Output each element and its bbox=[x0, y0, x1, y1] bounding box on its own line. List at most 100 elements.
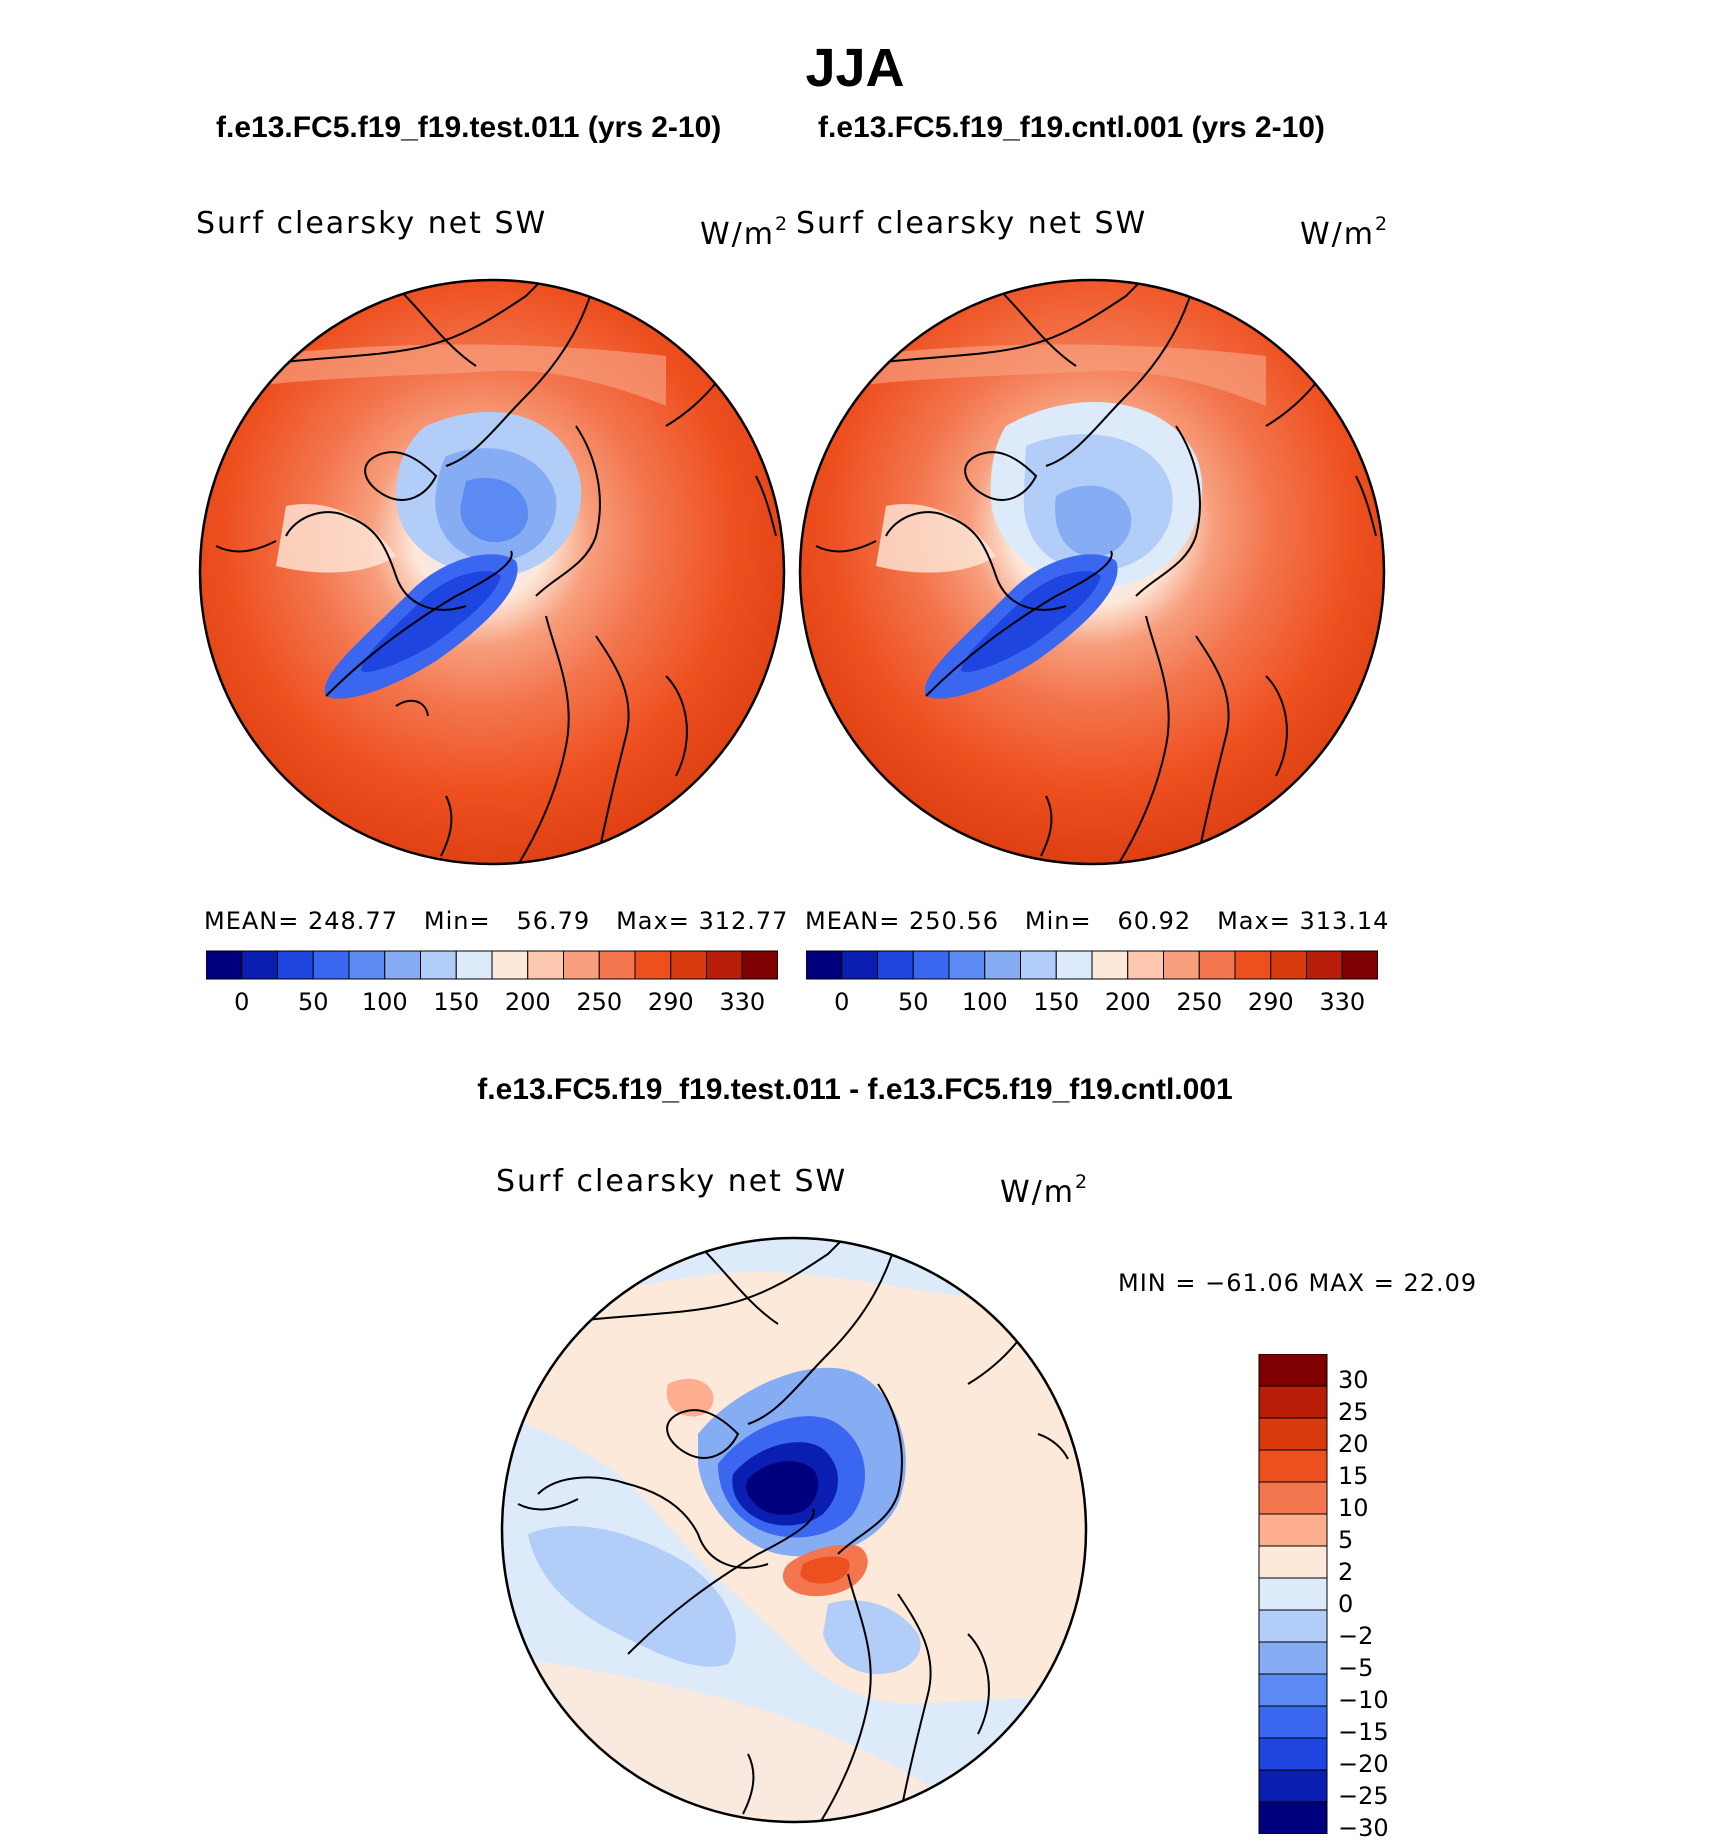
panel-2-colorbar-swatch bbox=[1341, 950, 1378, 980]
panel-1-mean-value: 248.77 bbox=[308, 907, 398, 935]
figure-title: JJA bbox=[805, 38, 905, 98]
difference-colorbar-swatch bbox=[1258, 1641, 1328, 1675]
panel-1-variable-label: Surf clearsky net SW bbox=[196, 206, 548, 241]
difference-colorbar-ticks: 30 25 20 15 10 5 2 0 −2 −5 −10 −15 −20 −25 −30 bbox=[1338, 1354, 1428, 1842]
panel-1-colorbar bbox=[206, 950, 778, 980]
difference-colorbar-swatch bbox=[1258, 1801, 1328, 1834]
difference-colorbar-swatch bbox=[1258, 1737, 1328, 1771]
panel-1-colorbar-tick-label: 290 bbox=[647, 988, 694, 1016]
panel-2-colorbar-tick-label: 330 bbox=[1319, 988, 1366, 1016]
panel-1-stats: MEAN= 248.77 Min= 56.79 Max= 312.77 bbox=[204, 907, 789, 935]
panel-2-colorbar-tick-label: 0 bbox=[834, 988, 850, 1016]
panel-2-colorbar-swatch bbox=[1091, 950, 1129, 980]
difference-colorbar bbox=[1258, 1354, 1328, 1834]
panel-1-colorbar-tick-label: 150 bbox=[433, 988, 480, 1016]
panel-1-colorbar-ticks: 0 50 100 150 200 250 290 330 bbox=[206, 988, 778, 1018]
difference-variable-label: Surf clearsky net SW bbox=[496, 1164, 848, 1199]
panel-2-colorbar-swatch bbox=[1163, 950, 1200, 980]
panel-2-colorbar-tick-label: 50 bbox=[897, 988, 929, 1016]
difference-colorbar-swatch bbox=[1258, 1577, 1328, 1611]
difference-minmax: MIN = −61.06 MAX = 22.09 bbox=[1118, 1269, 1478, 1297]
panel-1-colorbar-swatch bbox=[277, 950, 314, 980]
panel-1-colorbar-swatch bbox=[348, 950, 386, 980]
panel-1-colorbar-swatch bbox=[527, 950, 564, 980]
panel-2-colorbar-tick-label: 290 bbox=[1247, 988, 1294, 1016]
difference-colorbar-tick-label: −10 bbox=[1338, 1685, 1389, 1714]
difference-polar-map bbox=[500, 1236, 1088, 1824]
difference-colorbar-tick-label: 25 bbox=[1338, 1397, 1369, 1426]
difference-colorbar-tick-label: 20 bbox=[1338, 1429, 1369, 1458]
difference-colorbar-swatch bbox=[1258, 1417, 1328, 1451]
panel-2-variable-label: Surf clearsky net SW bbox=[796, 206, 1148, 241]
panel-2-case-title: f.e13.FC5.f19_f19.cntl.001 (yrs 2-10) bbox=[818, 111, 1325, 144]
panel-2-colorbar-swatch bbox=[912, 950, 950, 980]
panel-2-mean-value: 250.56 bbox=[909, 907, 999, 935]
panel-1-colorbar-swatch bbox=[491, 950, 529, 980]
panel-1-min-value: 56.79 bbox=[516, 907, 591, 935]
panel-1-colorbar-swatch bbox=[455, 950, 493, 980]
difference-colorbar-tick-label: 0 bbox=[1338, 1589, 1354, 1618]
panel-1-max-value: 312.77 bbox=[698, 907, 789, 935]
panel-2-max-value: 313.14 bbox=[1299, 907, 1390, 935]
difference-colorbar-swatch bbox=[1258, 1673, 1328, 1707]
panel-1-colorbar-swatch bbox=[706, 950, 743, 980]
panel-1-polar-map bbox=[198, 278, 786, 866]
panel-1-colorbar-tick-label: 0 bbox=[234, 988, 250, 1016]
panel-2-colorbar-swatch bbox=[948, 950, 986, 980]
difference-colorbar-tick-label: −25 bbox=[1338, 1781, 1389, 1810]
panel-2-min-value: 60.92 bbox=[1117, 907, 1192, 935]
panel-2-colorbar-tick-label: 100 bbox=[961, 988, 1008, 1016]
panel-1-colorbar-tick-label: 330 bbox=[719, 988, 766, 1016]
panel-2-colorbar bbox=[806, 950, 1378, 980]
difference-colorbar-tick-label: 15 bbox=[1338, 1461, 1369, 1490]
panel-1-colorbar-swatch bbox=[312, 950, 350, 980]
panel-2-colorbar-swatch bbox=[1055, 950, 1093, 980]
difference-colorbar-swatch bbox=[1258, 1354, 1328, 1387]
panel-1-colorbar-swatch bbox=[741, 950, 778, 980]
panel-2-colorbar-swatch bbox=[877, 950, 914, 980]
panel-1-colorbar-swatch bbox=[420, 950, 457, 980]
panel-1-colorbar-swatch bbox=[241, 950, 278, 980]
panel-2-colorbar-swatch bbox=[1270, 950, 1307, 980]
difference-colorbar-swatch bbox=[1258, 1449, 1328, 1483]
panel-1-colorbar-swatch bbox=[670, 950, 707, 980]
panel-2-colorbar-ticks: 0 50 100 150 200 250 290 330 bbox=[806, 988, 1378, 1018]
panel-2-colorbar-tick-label: 200 bbox=[1104, 988, 1151, 1016]
difference-colorbar-swatch bbox=[1258, 1705, 1328, 1739]
difference-colorbar-tick-label: 2 bbox=[1338, 1557, 1354, 1586]
panel-1-units-label: W/m2 bbox=[700, 213, 790, 252]
difference-colorbar-tick-label: −15 bbox=[1338, 1717, 1389, 1746]
difference-colorbar-tick-label: 10 bbox=[1338, 1493, 1369, 1522]
panel-1-colorbar-tick-label: 100 bbox=[361, 988, 408, 1016]
panel-1-colorbar-swatch bbox=[634, 950, 672, 980]
panel-2-colorbar-swatch bbox=[984, 950, 1021, 980]
difference-colorbar-tick-label: −30 bbox=[1338, 1813, 1389, 1842]
panel-1-colorbar-swatch bbox=[563, 950, 600, 980]
panel-2-colorbar-tick-label: 250 bbox=[1176, 988, 1223, 1016]
panel-1-colorbar-tick-label: 250 bbox=[576, 988, 623, 1016]
difference-units-label: W/m2 bbox=[1000, 1171, 1090, 1210]
difference-colorbar-tick-label: −5 bbox=[1338, 1653, 1374, 1682]
difference-colorbar-tick-label: 5 bbox=[1338, 1525, 1354, 1554]
difference-colorbar-tick-label: −20 bbox=[1338, 1749, 1389, 1778]
panel-2-units-label: W/m2 bbox=[1300, 213, 1390, 252]
difference-colorbar-swatch bbox=[1258, 1609, 1328, 1643]
panel-1-colorbar-tick-label: 200 bbox=[504, 988, 551, 1016]
difference-colorbar-tick-label: −2 bbox=[1338, 1621, 1374, 1650]
difference-colorbar-swatch bbox=[1258, 1513, 1328, 1547]
panel-2-colorbar-swatch bbox=[1234, 950, 1272, 980]
panel-2-colorbar-swatch bbox=[806, 950, 843, 980]
difference-colorbar-swatch bbox=[1258, 1385, 1328, 1419]
panel-1-colorbar-swatch bbox=[384, 950, 421, 980]
panel-2-colorbar-swatch bbox=[1198, 950, 1236, 980]
difference-colorbar-tick-label: 30 bbox=[1338, 1365, 1369, 1394]
difference-title: f.e13.FC5.f19_f19.test.011 - f.e13.FC5.f… bbox=[477, 1073, 1233, 1106]
panel-2-colorbar-swatch bbox=[1127, 950, 1164, 980]
difference-colorbar-swatch bbox=[1258, 1545, 1328, 1579]
panel-1-colorbar-swatch bbox=[206, 950, 243, 980]
panel-2-colorbar-swatch bbox=[841, 950, 878, 980]
panel-1-case-title: f.e13.FC5.f19_f19.test.011 (yrs 2-10) bbox=[216, 111, 722, 144]
panel-1-colorbar-swatch bbox=[598, 950, 636, 980]
panel-2-colorbar-tick-label: 150 bbox=[1033, 988, 1080, 1016]
panel-2-colorbar-swatch bbox=[1306, 950, 1343, 980]
